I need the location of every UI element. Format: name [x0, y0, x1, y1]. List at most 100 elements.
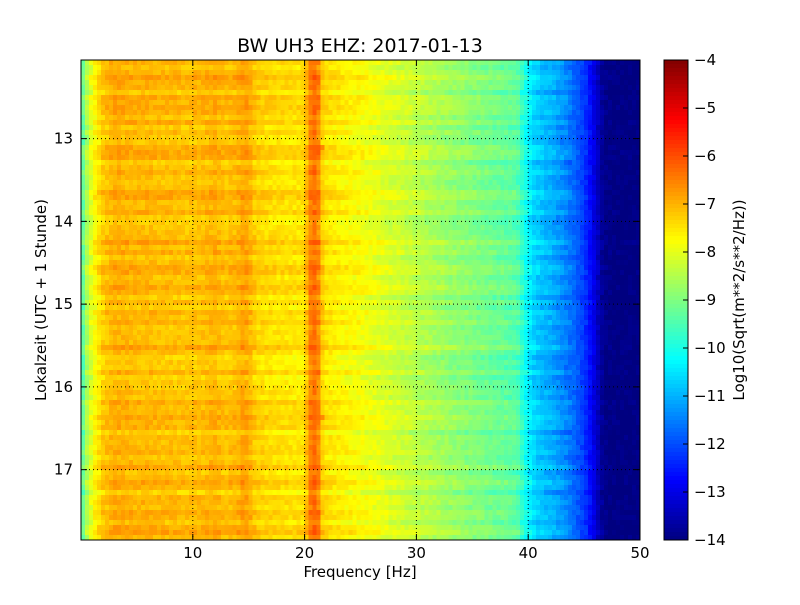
colorbar-segment — [664, 340, 688, 345]
colorbar-segment — [664, 84, 688, 89]
colorbar-segment — [664, 128, 688, 133]
colorbar-segment — [664, 196, 688, 201]
colorbar-segment — [664, 480, 688, 485]
colorbar-segment — [664, 468, 688, 473]
y-tick-label: 14 — [54, 212, 73, 230]
colorbar-segment — [664, 172, 688, 177]
colorbar-segment — [664, 288, 688, 293]
colorbar-segment — [664, 112, 688, 117]
colorbar-segment — [664, 380, 688, 385]
colorbar-segment — [664, 68, 688, 73]
colorbar-segment — [664, 424, 688, 429]
colorbar-segment — [664, 236, 688, 241]
colorbar-segment — [664, 148, 688, 153]
colorbar-segment — [664, 220, 688, 225]
colorbar-segment — [664, 284, 688, 289]
colorbar-segment — [664, 88, 688, 93]
colorbar-tick-label: −11 — [694, 387, 726, 405]
colorbar-segment — [664, 160, 688, 165]
colorbar-segment — [664, 524, 688, 529]
colorbar-segment — [664, 60, 688, 65]
x-axis-label: Frequency [Hz] — [303, 563, 416, 581]
colorbar-segment — [664, 512, 688, 517]
colorbar-tick-label: −7 — [694, 195, 716, 213]
colorbar-segment — [664, 316, 688, 321]
colorbar-segment — [664, 92, 688, 97]
y-tick-label: 13 — [54, 130, 73, 148]
colorbar-segment — [664, 244, 688, 249]
colorbar-segment — [664, 260, 688, 265]
colorbar-segment — [664, 180, 688, 185]
colorbar-segment — [664, 208, 688, 213]
colorbar-segment — [664, 100, 688, 105]
colorbar-segment — [664, 400, 688, 405]
colorbar-segment — [664, 500, 688, 505]
colorbar-segment — [664, 336, 688, 341]
x-tick-label: 10 — [183, 544, 202, 562]
colorbar-segment — [664, 452, 688, 457]
colorbar-segment — [664, 304, 688, 309]
colorbar-segment — [664, 132, 688, 137]
colorbar-segment — [664, 300, 688, 305]
colorbar-tick-label: −6 — [694, 147, 716, 165]
colorbar-segment — [664, 516, 688, 521]
colorbar-segment — [664, 224, 688, 229]
chart-title: BW UH3 EHZ: 2017-01-13 — [237, 35, 483, 57]
colorbar-segment — [664, 324, 688, 329]
colorbar-segment — [664, 476, 688, 481]
colorbar-segment — [664, 76, 688, 81]
x-tick-label: 30 — [407, 544, 426, 562]
colorbar-segment — [664, 364, 688, 369]
colorbar-tick-label: −13 — [694, 483, 726, 501]
colorbar-segment — [664, 184, 688, 189]
colorbar-segment — [664, 176, 688, 181]
colorbar-segment — [664, 140, 688, 145]
colorbar-segment — [664, 144, 688, 149]
colorbar-segment — [664, 280, 688, 285]
colorbar-segment — [664, 348, 688, 353]
colorbar-segment — [664, 264, 688, 269]
colorbar-segment — [664, 404, 688, 409]
colorbar-segment — [664, 96, 688, 101]
colorbar-segment — [664, 212, 688, 217]
colorbar-segment — [664, 360, 688, 365]
colorbar-segment — [664, 120, 688, 125]
colorbar-segment — [664, 484, 688, 489]
x-tick-label: 20 — [295, 544, 314, 562]
colorbar-segment — [664, 384, 688, 389]
colorbar-segment — [664, 444, 688, 449]
colorbar-segment — [664, 456, 688, 461]
colorbar-segment — [664, 240, 688, 245]
colorbar-segment — [664, 528, 688, 533]
colorbar-segment — [664, 156, 688, 161]
colorbar-segment — [664, 292, 688, 297]
colorbar-segment — [664, 320, 688, 325]
colorbar-segment — [664, 436, 688, 441]
colorbar-segment — [664, 64, 688, 69]
y-tick-label: 17 — [54, 461, 73, 479]
x-tick-label: 50 — [630, 544, 649, 562]
colorbar-tick-label: −4 — [694, 51, 716, 69]
colorbar-segment — [664, 124, 688, 129]
colorbar-segment — [664, 368, 688, 373]
colorbar-segment — [664, 464, 688, 469]
colorbar-segment — [664, 252, 688, 257]
colorbar-segment — [664, 496, 688, 501]
colorbar: −4−5−6−7−8−9−10−11−12−13−14 — [664, 51, 726, 549]
colorbar-segment — [664, 460, 688, 465]
colorbar-segment — [664, 168, 688, 173]
colorbar-segment — [664, 312, 688, 317]
y-tick-label: 16 — [54, 378, 73, 396]
colorbar-tick-label: −14 — [694, 531, 726, 549]
colorbar-segment — [664, 412, 688, 417]
colorbar-segment — [664, 372, 688, 377]
colorbar-segment — [664, 328, 688, 333]
colorbar-segment — [664, 204, 688, 209]
colorbar-segment — [664, 164, 688, 169]
colorbar-segment — [664, 492, 688, 497]
colorbar-segment — [664, 276, 688, 281]
colorbar-segment — [664, 472, 688, 477]
colorbar-segment — [664, 448, 688, 453]
